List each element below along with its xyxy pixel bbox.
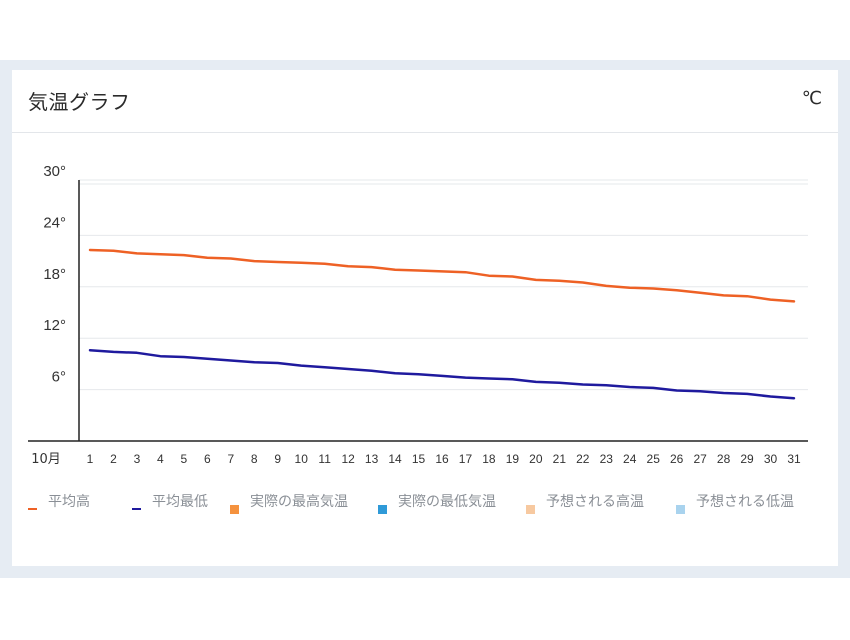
legend-square-swatch <box>378 505 387 514</box>
legend-square-swatch <box>676 505 685 514</box>
x-tick-label: 15 <box>412 452 426 466</box>
legend-label: 平均最低 <box>152 494 208 510</box>
x-tick-label: 9 <box>274 452 281 466</box>
x-tick-label: 1 <box>87 452 94 466</box>
x-tick-label: 25 <box>647 452 661 466</box>
x-month-label: 10月 <box>31 452 61 467</box>
y-tick-label: 6° <box>52 369 66 386</box>
x-tick-label: 13 <box>365 452 379 466</box>
x-tick-label: 26 <box>670 452 684 466</box>
legend-label: 平均高 <box>48 494 90 510</box>
y-tick-label: 18° <box>43 266 66 283</box>
x-tick-label: 7 <box>227 452 234 466</box>
series-line-avg-high <box>88 248 796 303</box>
x-tick-label: 19 <box>506 452 520 466</box>
x-tick-label: 20 <box>529 452 543 466</box>
x-tick-label: 31 <box>787 452 801 466</box>
x-tick-label: 16 <box>435 452 449 466</box>
y-tick-label: 12° <box>43 317 66 334</box>
legend-label: 実際の最高気温 <box>250 494 348 510</box>
panel-title: 気温グラフ <box>28 90 131 114</box>
series-line-avg-low <box>88 348 796 400</box>
x-tick-label: 29 <box>740 452 754 466</box>
x-tick-label: 27 <box>693 452 707 466</box>
x-tick-label: 23 <box>600 452 614 466</box>
y-tick-label: 24° <box>43 214 66 231</box>
legend-square-swatch <box>230 505 239 514</box>
x-tick-label: 8 <box>251 452 258 466</box>
legend-label: 予想される低温 <box>696 494 794 510</box>
x-tick-label: 14 <box>388 452 402 466</box>
x-tick-label: 10 <box>295 452 309 466</box>
x-tick-label: 17 <box>459 452 473 466</box>
y-tick-label: 30° <box>43 163 66 180</box>
legend-label: 予想される高温 <box>546 494 644 510</box>
x-tick-label: 18 <box>482 452 496 466</box>
x-tick-label: 12 <box>341 452 355 466</box>
x-tick-label: 28 <box>717 452 731 466</box>
x-tick-label: 22 <box>576 452 590 466</box>
legend-label: 実際の最低気温 <box>398 494 496 510</box>
x-tick-label: 2 <box>110 452 117 466</box>
legend-line-swatch <box>132 508 141 510</box>
x-tick-label: 5 <box>181 452 188 466</box>
legend-square-swatch <box>526 505 535 514</box>
legend-line-swatch <box>28 508 37 510</box>
x-tick-label: 24 <box>623 452 637 466</box>
x-tick-label: 4 <box>157 452 164 466</box>
x-tick-label: 3 <box>134 452 141 466</box>
x-tick-label: 30 <box>764 452 778 466</box>
unit-label: ℃ <box>801 88 822 109</box>
chart-legend: 平均高 平均最低 実際の最高気温 実際の最低気温 予想される高温 予想される低温 <box>12 490 838 540</box>
x-tick-label: 21 <box>553 452 567 466</box>
x-tick-label: 6 <box>204 452 211 466</box>
panel-header: 気温グラフ ℃ <box>12 70 838 133</box>
x-tick-label: 11 <box>318 452 331 466</box>
temperature-panel: 気温グラフ ℃ <box>12 70 838 566</box>
